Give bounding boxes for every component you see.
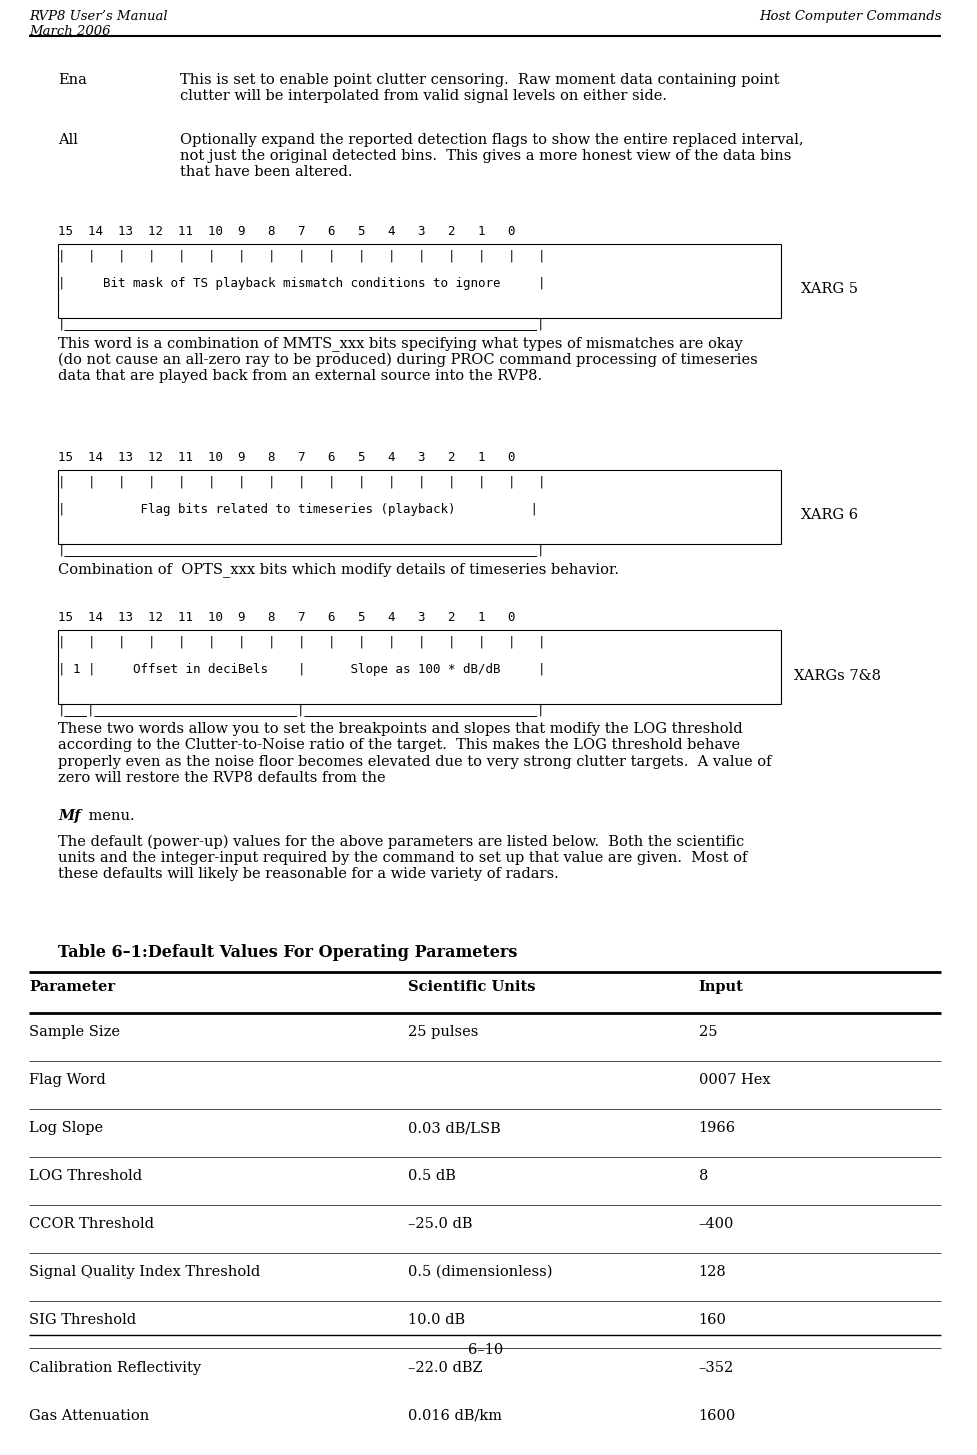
Text: Calibration Reflectivity: Calibration Reflectivity xyxy=(29,1360,201,1375)
Text: 0007 Hex: 0007 Hex xyxy=(699,1072,771,1087)
Text: 1600: 1600 xyxy=(699,1408,736,1423)
Text: This word is a combination of MMTS_xxx bits specifying what types of mismatches : This word is a combination of MMTS_xxx b… xyxy=(59,336,758,384)
Text: |   |   |   |   |   |   |   |   |   |   |   |   |   |   |   |   |: | | | | | | | | | | | | | | | | | xyxy=(59,476,546,489)
Text: 0.5 (dimensionless): 0.5 (dimensionless) xyxy=(407,1264,552,1279)
Text: |_______________________________________________________________|: |_______________________________________… xyxy=(59,317,546,330)
Text: |     Bit mask of TS playback mismatch conditions to ignore     |: | Bit mask of TS playback mismatch condi… xyxy=(59,276,546,290)
Text: | 1 |     Offset in deciBels    |      Slope as 100 * dB/dB     |: | 1 | Offset in deciBels | Slope as 100 … xyxy=(59,663,546,677)
Text: 25: 25 xyxy=(699,1026,717,1039)
Text: 15  14  13  12  11  10  9   8   7   6   5   4   3   2   1   0: 15 14 13 12 11 10 9 8 7 6 5 4 3 2 1 0 xyxy=(59,451,516,464)
Text: Sample Size: Sample Size xyxy=(29,1026,120,1039)
Text: SIG Threshold: SIG Threshold xyxy=(29,1312,136,1327)
Text: 8: 8 xyxy=(699,1168,708,1183)
Text: Host Computer Commands: Host Computer Commands xyxy=(759,10,942,23)
Text: Signal Quality Index Threshold: Signal Quality Index Threshold xyxy=(29,1264,260,1279)
Text: These two words allow you to set the breakpoints and slopes that modify the LOG : These two words allow you to set the bre… xyxy=(59,722,772,784)
Text: –352: –352 xyxy=(699,1360,734,1375)
Text: |   |   |   |   |   |   |   |   |   |   |   |   |   |   |   |   |: | | | | | | | | | | | | | | | | | xyxy=(59,249,546,262)
Text: Input: Input xyxy=(699,979,743,994)
Text: Log Slope: Log Slope xyxy=(29,1120,104,1135)
Text: 0.5 dB: 0.5 dB xyxy=(407,1168,455,1183)
Text: LOG Threshold: LOG Threshold xyxy=(29,1168,143,1183)
Text: 15  14  13  12  11  10  9   8   7   6   5   4   3   2   1   0: 15 14 13 12 11 10 9 8 7 6 5 4 3 2 1 0 xyxy=(59,224,516,237)
Text: Parameter: Parameter xyxy=(29,979,115,994)
Text: Gas Attenuation: Gas Attenuation xyxy=(29,1408,149,1423)
Text: This is set to enable point clutter censoring.  Raw moment data containing point: This is set to enable point clutter cens… xyxy=(180,73,779,103)
Text: |   |   |   |   |   |   |   |   |   |   |   |   |   |   |   |   |: | | | | | | | | | | | | | | | | | xyxy=(59,636,546,649)
Text: 0.03 dB/LSB: 0.03 dB/LSB xyxy=(407,1120,500,1135)
Text: 1966: 1966 xyxy=(699,1120,736,1135)
Text: RVP8 User’s Manual: RVP8 User’s Manual xyxy=(29,10,168,23)
Text: Combination of  OPTS_xxx bits which modify details of timeseries behavior.: Combination of OPTS_xxx bits which modif… xyxy=(59,562,619,576)
Text: |___|___________________________|_______________________________|: |___|___________________________|_______… xyxy=(59,703,546,716)
Text: 0.016 dB/km: 0.016 dB/km xyxy=(407,1408,501,1423)
Text: XARGs 7&8: XARGs 7&8 xyxy=(794,669,881,682)
Text: Table 6–1:Default Values For Operating Parameters: Table 6–1:Default Values For Operating P… xyxy=(59,944,518,962)
Text: XARG 5: XARG 5 xyxy=(800,282,858,297)
Text: The default (power-up) values for the above parameters are listed below.  Both t: The default (power-up) values for the ab… xyxy=(59,835,747,882)
Text: |          Flag bits related to timeseries (playback)          |: | Flag bits related to timeseries (playb… xyxy=(59,503,538,517)
Text: menu.: menu. xyxy=(84,809,135,822)
Text: –22.0 dBZ: –22.0 dBZ xyxy=(407,1360,483,1375)
Text: 6–10: 6–10 xyxy=(468,1343,503,1358)
Text: |_______________________________________________________________|: |_______________________________________… xyxy=(59,543,546,556)
Text: Mf: Mf xyxy=(59,809,81,822)
Text: XARG 6: XARG 6 xyxy=(800,508,858,522)
Text: 128: 128 xyxy=(699,1264,727,1279)
Text: All: All xyxy=(59,132,78,147)
Text: 160: 160 xyxy=(699,1312,727,1327)
Text: 25 pulses: 25 pulses xyxy=(407,1026,478,1039)
Text: 15  14  13  12  11  10  9   8   7   6   5   4   3   2   1   0: 15 14 13 12 11 10 9 8 7 6 5 4 3 2 1 0 xyxy=(59,611,516,624)
Text: 10.0 dB: 10.0 dB xyxy=(407,1312,465,1327)
Text: Flag Word: Flag Word xyxy=(29,1072,106,1087)
Text: Optionally expand the reported detection flags to show the entire replaced inter: Optionally expand the reported detection… xyxy=(180,132,803,179)
Text: –25.0 dB: –25.0 dB xyxy=(407,1216,472,1231)
Text: March 2006: March 2006 xyxy=(29,25,110,38)
Text: –400: –400 xyxy=(699,1216,734,1231)
Text: CCOR Threshold: CCOR Threshold xyxy=(29,1216,154,1231)
Text: Scientific Units: Scientific Units xyxy=(407,979,535,994)
Text: Ena: Ena xyxy=(59,73,87,87)
